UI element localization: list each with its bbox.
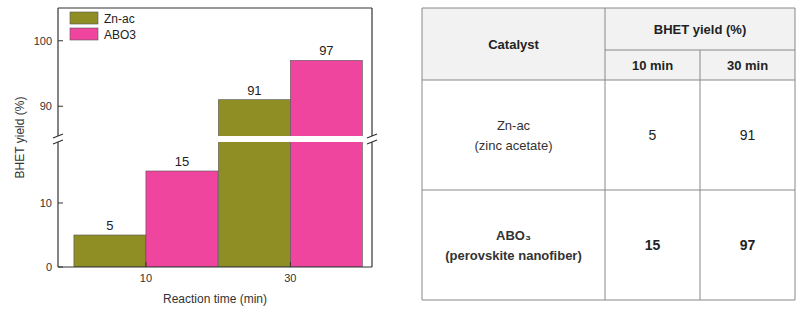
table-cell: ABO₃ bbox=[496, 228, 531, 243]
table-line bbox=[422, 8, 795, 9]
y-tick-label: 100 bbox=[34, 35, 52, 47]
table-cell: (perovskite nanofiber) bbox=[445, 248, 582, 263]
legend-swatch bbox=[70, 28, 98, 40]
table-line bbox=[605, 8, 606, 300]
legend-swatch bbox=[70, 12, 98, 24]
y-axis-label: BHET yield (%) bbox=[13, 97, 27, 179]
x-axis-label: Reaction time (min) bbox=[163, 292, 267, 306]
table-cell: Zn-ac bbox=[497, 118, 531, 133]
y-tick bbox=[58, 40, 63, 41]
legend-label: Zn-ac bbox=[104, 12, 135, 26]
x-axis bbox=[58, 266, 372, 267]
y-tick-label: 0 bbox=[46, 261, 52, 273]
x-tick bbox=[145, 262, 146, 267]
axis-break bbox=[50, 136, 380, 142]
x-tick-label: 10 bbox=[140, 272, 152, 284]
y-tick bbox=[58, 106, 63, 107]
y-tick-label: 90 bbox=[40, 100, 52, 112]
table-line bbox=[795, 8, 796, 300]
table-subheader: 10 min bbox=[632, 58, 673, 73]
break-mark bbox=[367, 140, 377, 144]
table-line bbox=[422, 80, 795, 81]
break-mark bbox=[53, 140, 63, 144]
y-tick bbox=[58, 203, 63, 204]
table-line bbox=[422, 8, 423, 300]
table-header-bg bbox=[422, 8, 795, 80]
table-cell: 5 bbox=[649, 127, 657, 143]
table-cell: 15 bbox=[645, 237, 661, 253]
table-line bbox=[422, 190, 795, 191]
break-mark bbox=[53, 134, 63, 138]
frame-side bbox=[57, 8, 58, 136]
data-label: 91 bbox=[247, 83, 261, 98]
table-cell: 91 bbox=[740, 127, 756, 143]
data-label: 97 bbox=[319, 43, 333, 58]
break-mark bbox=[367, 134, 377, 138]
table-header: BHET yield (%) bbox=[654, 22, 746, 37]
data-label: 15 bbox=[175, 154, 189, 169]
table-header: Catalyst bbox=[488, 37, 539, 52]
figure: 0 10 90 100 10 30 Reaction time (min) BHET yiel… bbox=[0, 0, 804, 317]
frame-side bbox=[371, 142, 372, 267]
table-line bbox=[422, 300, 795, 301]
bar bbox=[146, 171, 218, 267]
legend-label: ABO3 bbox=[104, 28, 136, 42]
bar bbox=[290, 60, 362, 267]
bar bbox=[74, 235, 146, 267]
table-cell: 97 bbox=[740, 237, 756, 253]
y-tick-label: 10 bbox=[40, 197, 52, 209]
data-label: 5 bbox=[106, 218, 113, 233]
y-tick bbox=[58, 267, 63, 268]
bar bbox=[218, 100, 290, 267]
frame-side bbox=[371, 8, 372, 136]
table: Catalyst BHET yield (%) 10 min 30 min Zn-ac (… bbox=[422, 8, 795, 300]
table-cell: (zinc acetate) bbox=[474, 138, 552, 153]
bars bbox=[74, 60, 362, 267]
table-line bbox=[700, 50, 701, 300]
frame-side bbox=[57, 142, 58, 267]
x-tick-label: 30 bbox=[284, 272, 296, 284]
table-subheader: 30 min bbox=[727, 58, 768, 73]
frame-top bbox=[58, 7, 372, 8]
x-tick bbox=[290, 262, 291, 267]
